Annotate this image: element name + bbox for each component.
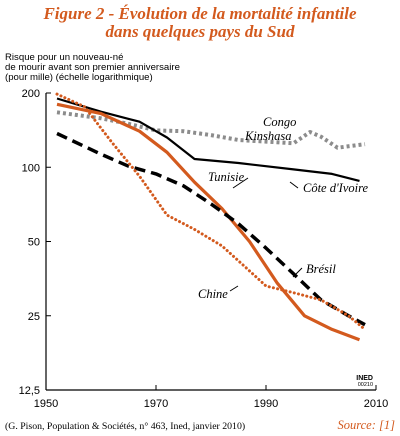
series-line-congo-kinshasa <box>56 110 366 150</box>
label-congo: Congo <box>263 115 296 129</box>
label-bresil: Brésil <box>306 262 336 276</box>
label-chine: Chine <box>198 287 228 301</box>
credit-code: 00210 <box>358 382 373 388</box>
y-tick-label: 200 <box>22 88 40 100</box>
x-tick-label: 1990 <box>254 398 278 410</box>
leader-chine <box>229 285 239 292</box>
y-axis-label-line-2: de mourir avant son premier anniversaire <box>5 62 180 73</box>
y-tick-label: 12,5 <box>19 385 40 397</box>
y-tick-label: 50 <box>28 237 40 249</box>
label-kinshasa: Kinshasa <box>244 129 292 143</box>
y-tick-label: 100 <box>22 162 40 174</box>
leader-cote-divoire <box>289 181 299 189</box>
x-tick-label: 2010 <box>364 398 388 410</box>
series-line-bresil <box>56 131 366 327</box>
y-tick-label: 25 <box>28 311 40 323</box>
leader-tunisie <box>232 177 249 189</box>
x-tick-label: 1970 <box>144 398 168 410</box>
credit-ined: INED <box>356 375 373 382</box>
label-tunisie: Tunisie <box>208 170 245 184</box>
chart-title-line-2: dans quelques pays du Sud <box>105 22 295 41</box>
footer-citation: (G. Pison, Population & Sociétés, n° 463… <box>5 421 246 432</box>
source-label: Source: [1] <box>337 418 395 432</box>
y-axis-label-line-3: (pour mille) (échelle logarithmique) <box>5 72 153 83</box>
leader-bresil <box>292 267 303 278</box>
label-cote-divoire: Côte d'Ivoire <box>303 181 368 195</box>
y-axis-label-line-1: Risque pour un nouveau-né <box>5 52 124 63</box>
series-line-tunisie <box>56 102 361 342</box>
series-line-cote-d-ivoire <box>56 97 360 182</box>
chart-title-line-1: Figure 2 - Évolution de la mortalité inf… <box>43 4 357 23</box>
x-tick-label: 1950 <box>34 398 58 410</box>
